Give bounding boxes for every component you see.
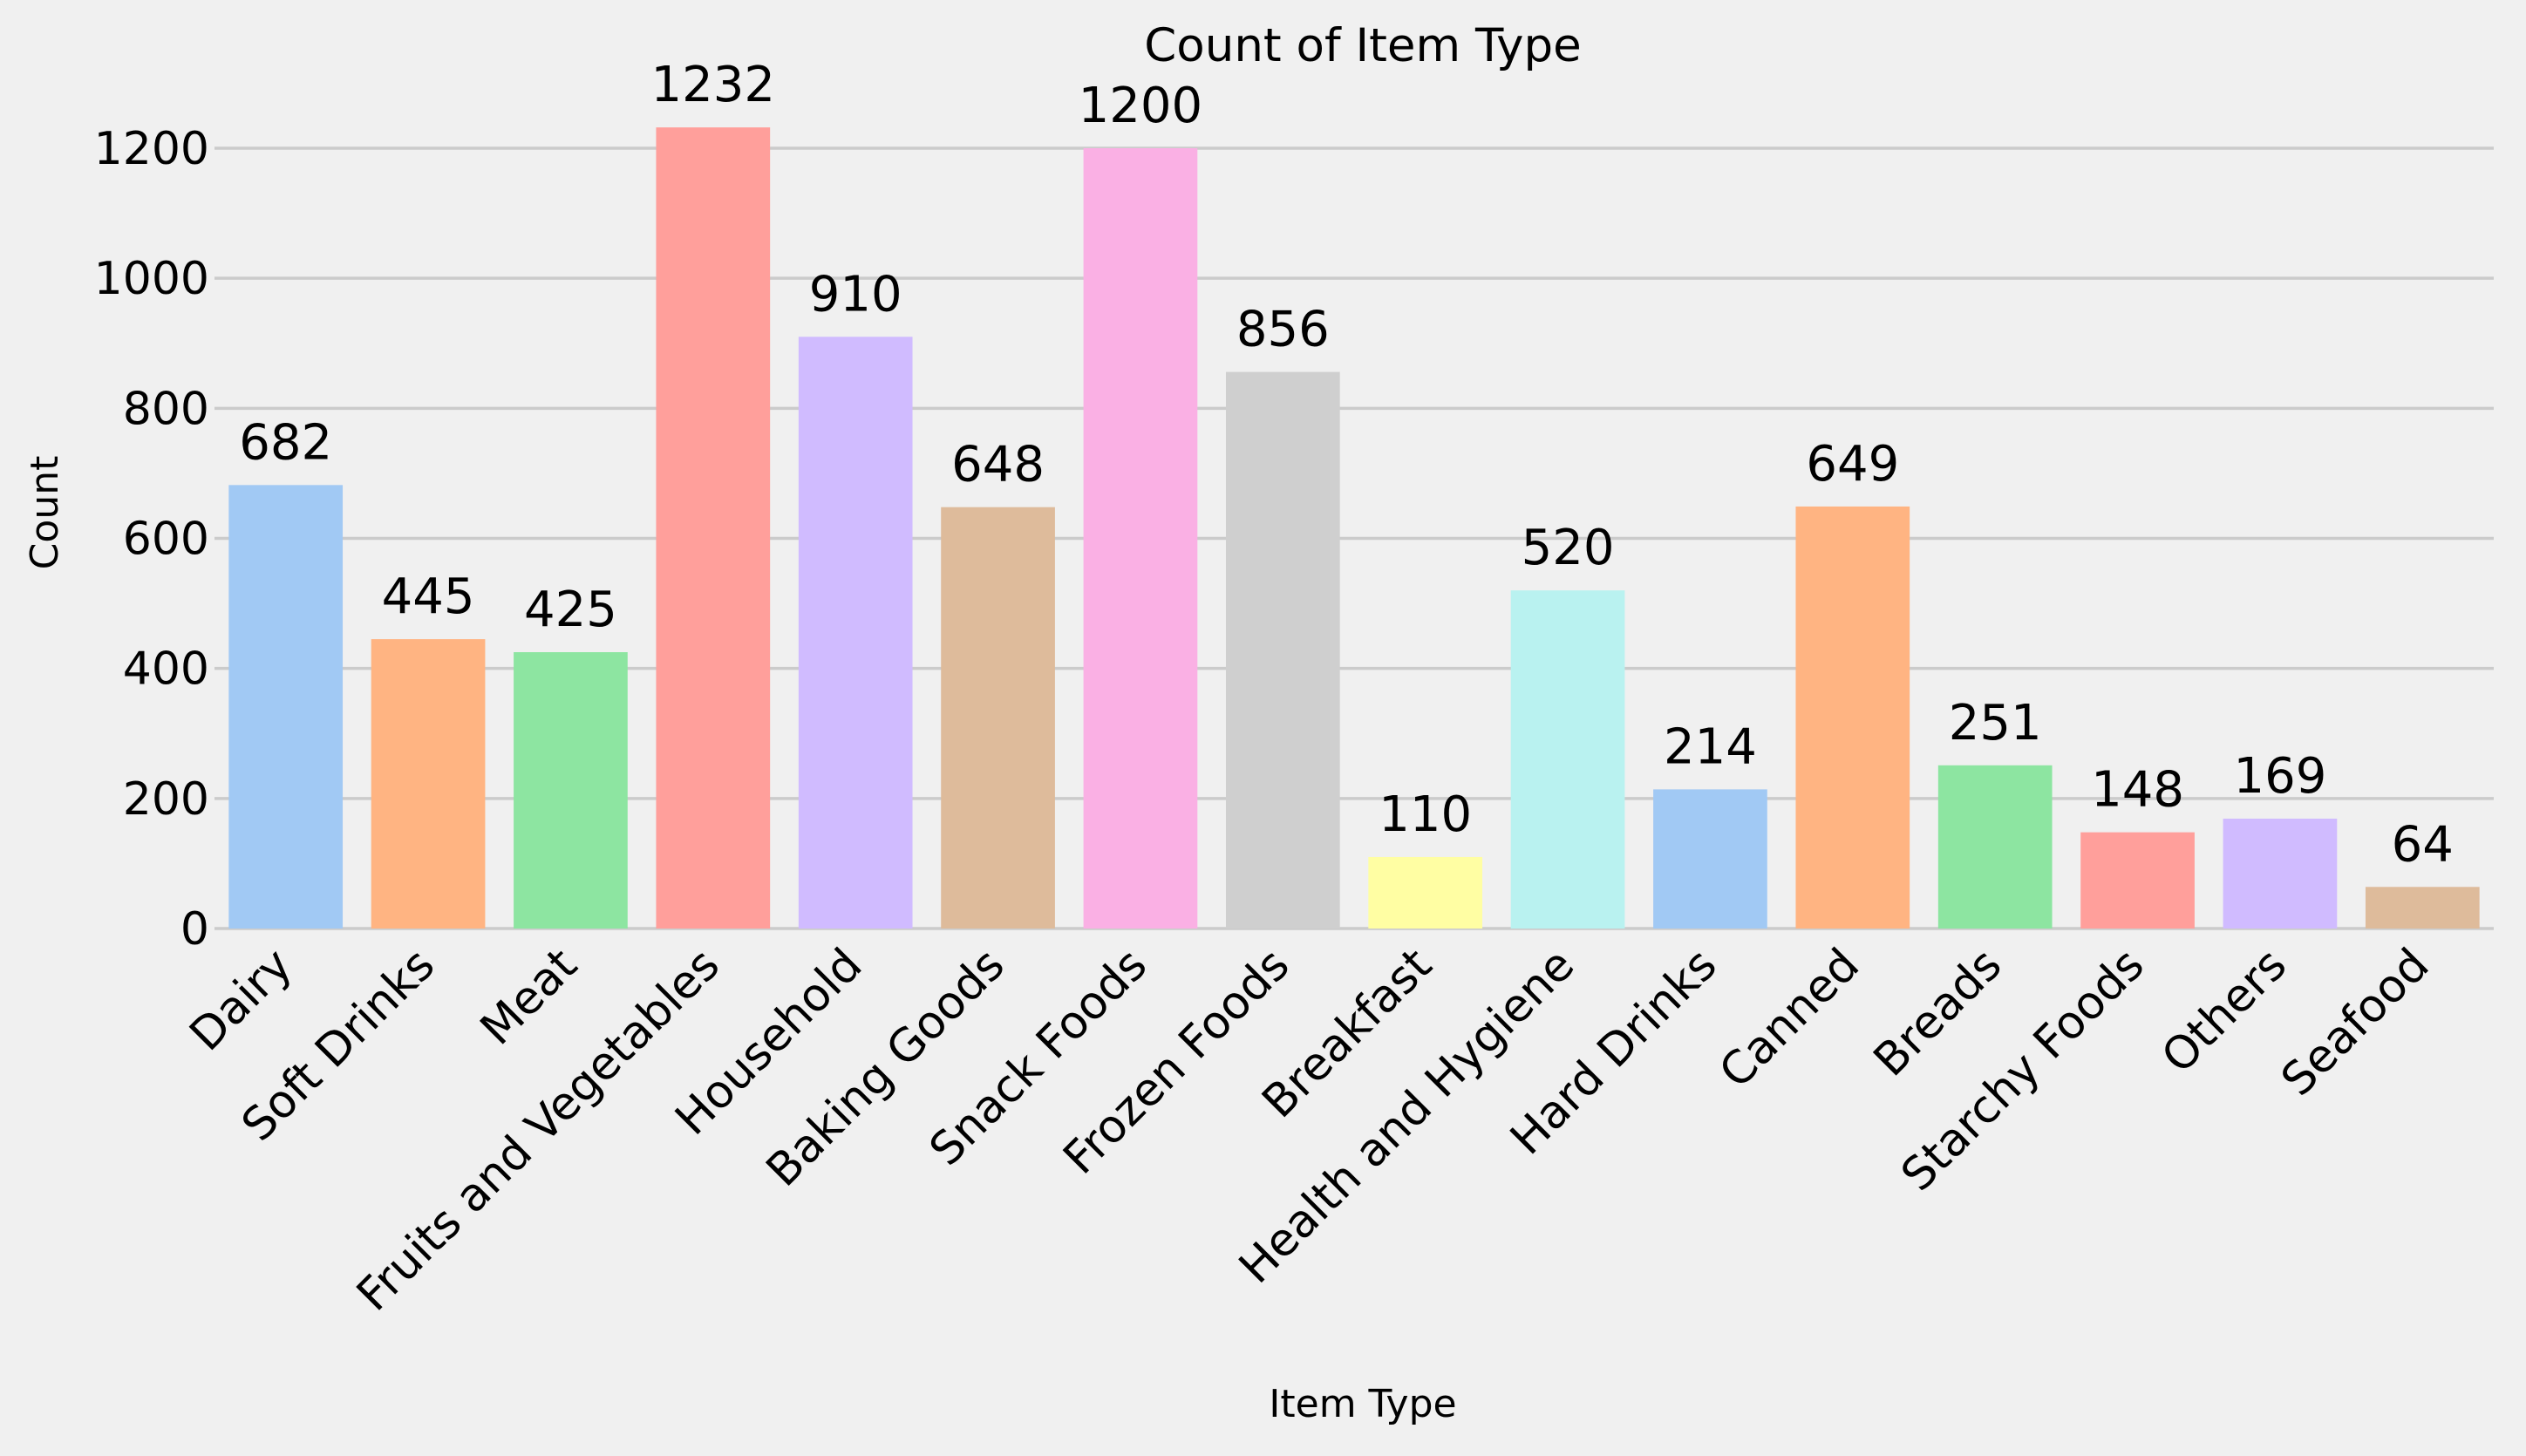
bar [228,485,344,929]
bar [1937,765,2053,929]
data-labels: 682 445 425 1232 910 648 1200 856 110 520 214 649 25… [239,57,2454,873]
bar [514,652,628,929]
bar-value-label: 856 [1236,302,1330,358]
chart-title: Count of Item Type [1144,19,1581,72]
bar-value-label: 648 [951,437,1045,493]
y-tick-label: 1000 [94,253,209,305]
bar [1795,506,1910,929]
bar-value-label: 445 [382,568,475,625]
y-tick-label: 1200 [94,123,209,175]
bar-value-label: 910 [809,266,902,323]
bar [2365,887,2480,929]
bar [656,127,771,929]
bar [1368,856,1483,929]
bar [1510,590,1625,929]
bar [1083,148,1198,929]
bar-value-label: 251 [1949,695,2042,752]
bars [228,127,2480,929]
bar [941,507,1055,929]
bar [2223,818,2338,929]
y-axis-ticks: 0 200 400 600 800 1000 1200 [94,123,209,956]
y-axis-label: Count [23,456,67,570]
y-tick-label: 400 [123,643,209,696]
bar-value-label: 148 [2091,762,2184,819]
bar-value-label: 64 [2392,816,2454,873]
y-tick-label: 200 [123,773,209,826]
bar-value-label: 1232 [651,57,776,113]
bar-value-label: 649 [1806,436,1899,493]
bar [1653,789,1767,929]
bar [798,337,913,929]
bar [2080,832,2195,929]
bar [1225,371,1340,929]
bar-value-label: 110 [1379,786,1472,843]
x-axis-label: Item Type [1269,1382,1456,1426]
bar [371,639,486,929]
bar-value-label: 682 [239,414,332,471]
bar-value-label: 1200 [1079,78,1203,134]
bar-value-label: 214 [1664,718,1757,775]
bar-value-label: 169 [2233,748,2326,805]
bar-value-label: 520 [1522,520,1615,576]
y-tick-label: 600 [123,514,209,566]
y-tick-label: 800 [123,383,209,435]
y-tick-label: 0 [180,903,209,956]
bar-value-label: 425 [524,582,617,638]
